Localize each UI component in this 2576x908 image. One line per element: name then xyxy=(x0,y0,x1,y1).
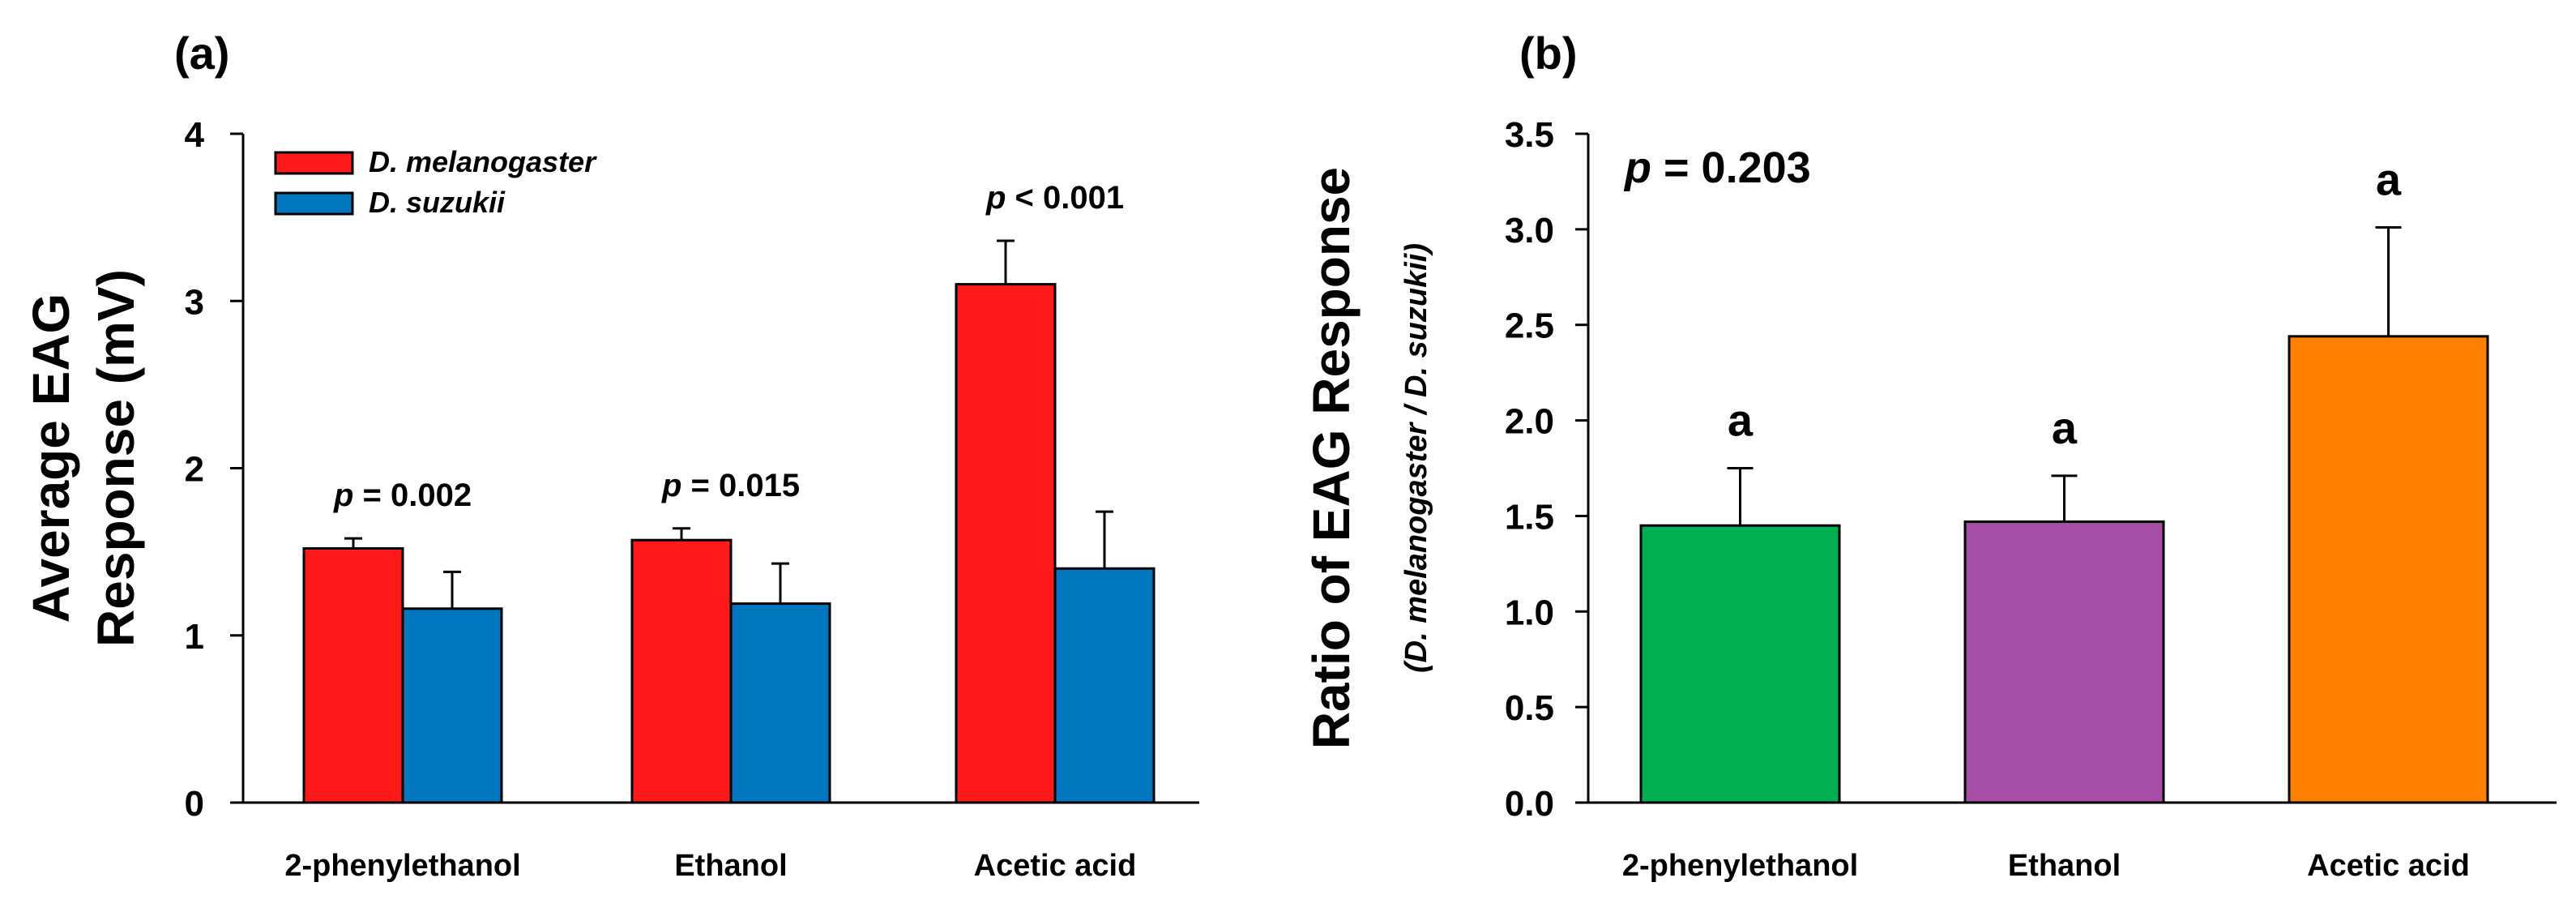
panel-b-ylabel: Ratio of EAG Response xyxy=(1302,167,1361,749)
p-rest: < 0.001 xyxy=(1006,180,1124,216)
panel-a-xtick-label: Ethanol xyxy=(674,849,787,883)
ratio-bar-1 xyxy=(1963,520,2165,804)
legend-label-0: D. melanogaster xyxy=(369,145,597,178)
panel-a-ytick-label: 3 xyxy=(185,282,204,322)
panel-b-ytick-label: 1.5 xyxy=(1505,497,1554,537)
legend: D. melanogaster D. suzukii xyxy=(274,145,597,219)
legend-swatch-0 xyxy=(274,151,354,175)
panel-b-plot: 0.0 0.5 1.0 1.5 2.0 2.5 3.0 3.5 a 2-phenylethanol… xyxy=(1505,115,2557,883)
legend-label-1: D. suzukii xyxy=(369,186,506,219)
panel-a-ylabel-line2: Response (mV) xyxy=(87,269,145,647)
panel-a-xtick-label: Acetic acid xyxy=(974,849,1137,883)
panel-b-ytick-label: 2.5 xyxy=(1505,306,1554,346)
bar-melanogaster-2 xyxy=(955,283,1057,804)
bar-melanogaster-0 xyxy=(302,547,404,804)
legend-swatch-1 xyxy=(274,191,354,216)
bar-suzukii-1 xyxy=(729,602,831,804)
p-rest: = 0.002 xyxy=(353,478,472,513)
p-italic: p xyxy=(333,478,353,513)
panel-a-ylabel-line1: Average EAG xyxy=(22,293,80,623)
panel-a-ytick-label: 2 xyxy=(185,450,204,490)
panel-b-label: (b) xyxy=(1519,28,1578,79)
panel-a-plot: 0 1 2 3 4 2-phenylethanol p = 0.002 Ethanol p = … xyxy=(185,115,1199,883)
ratio-bar-2 xyxy=(2288,335,2489,804)
p-value-annotation: p < 0.001 xyxy=(985,180,1124,216)
p-italic: p xyxy=(661,468,681,503)
p-italic: p xyxy=(985,180,1006,216)
panel-b-xtick-label: 2-phenylethanol xyxy=(1622,849,1858,883)
panel-b-p-italic: p xyxy=(1623,143,1651,192)
significance-letter: a xyxy=(1728,395,1754,446)
bar-suzukii-0 xyxy=(401,607,503,804)
panel-a-label: (a) xyxy=(174,28,229,79)
p-value-annotation: p = 0.015 xyxy=(661,468,800,503)
panel-a-ytick-label: 1 xyxy=(185,617,204,657)
panel-b-ytick-label: 3.5 xyxy=(1505,115,1554,155)
panel-b-xtick-label: Ethanol xyxy=(2008,849,2121,883)
significance-letter: a xyxy=(2376,154,2402,205)
panel-b-p-value: p = 0.203 xyxy=(1623,143,1811,192)
panel-a-ytick-label: 0 xyxy=(185,784,204,824)
panel-b-xtick-label: Acetic acid xyxy=(2307,849,2470,883)
panel-a-ytick-label: 4 xyxy=(185,115,205,155)
ratio-bar-0 xyxy=(1639,524,1841,804)
panel-b-ytick-label: 0.5 xyxy=(1505,688,1554,728)
significance-letter: a xyxy=(2052,402,2078,453)
p-value-annotation: p = 0.002 xyxy=(333,478,472,513)
panel-b-ytick-label: 1.0 xyxy=(1505,593,1554,632)
p-rest: = 0.015 xyxy=(681,468,800,503)
panel-b-ytick-label: 3.0 xyxy=(1505,211,1554,251)
panel-b-ytick-label: 0.0 xyxy=(1505,784,1554,824)
panel-b-ylabel-sub: (D. melanogaster / D. suzukii) xyxy=(1399,243,1433,673)
panel-b-p-rest: = 0.203 xyxy=(1651,143,1811,192)
bar-suzukii-2 xyxy=(1053,567,1156,804)
panel-b-ytick-label: 2.0 xyxy=(1505,402,1554,442)
panel-a-xtick-label: 2-phenylethanol xyxy=(284,849,520,883)
bar-melanogaster-1 xyxy=(630,538,733,804)
